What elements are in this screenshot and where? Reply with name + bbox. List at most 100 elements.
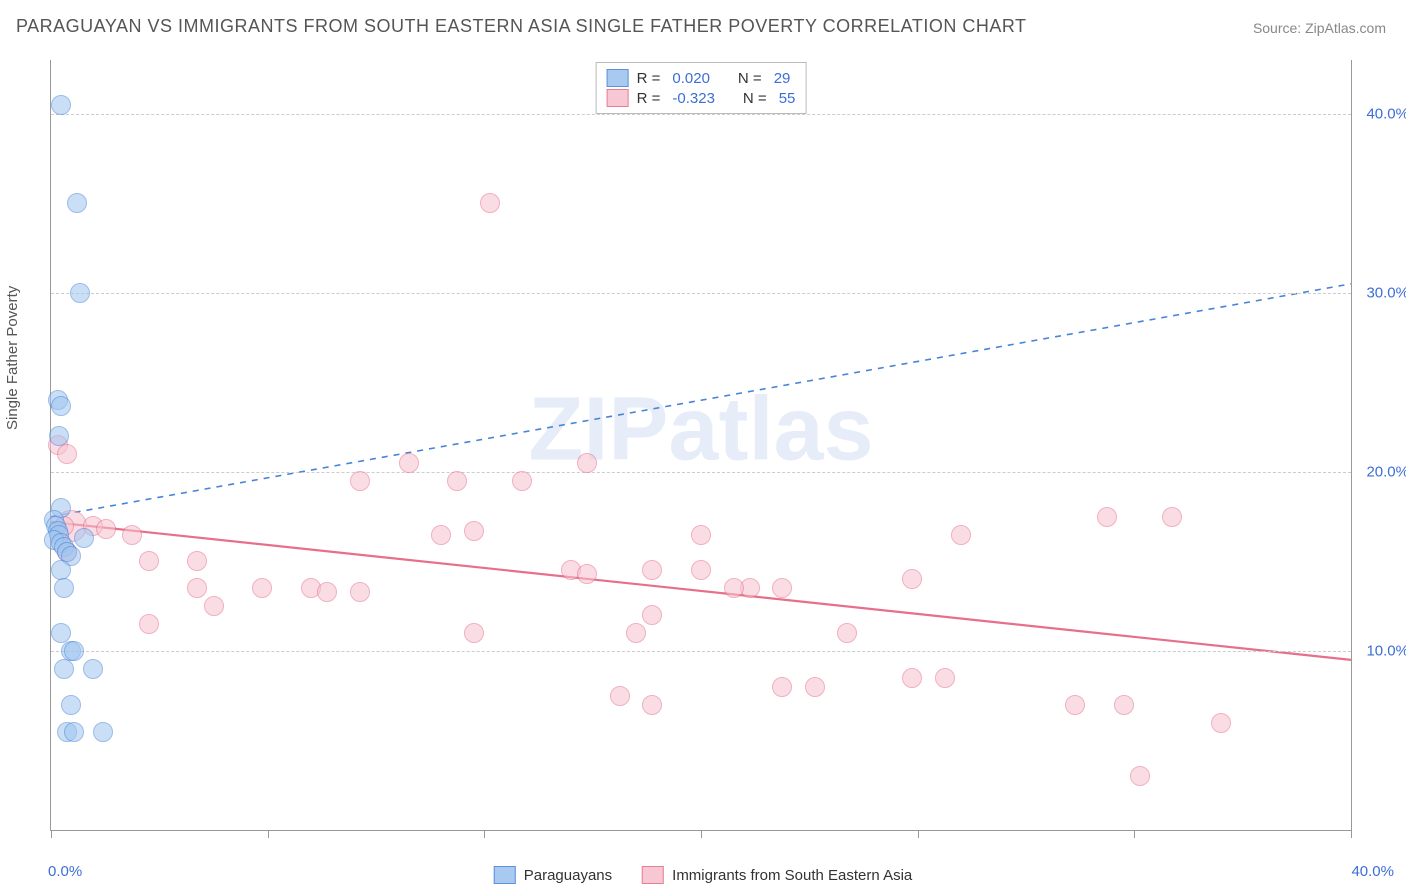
x-tick: [701, 830, 702, 838]
legend-swatch-a: [494, 866, 516, 884]
marker-immigrants-se-asia: [837, 623, 857, 643]
marker-immigrants-se-asia: [642, 695, 662, 715]
legend-label-a: Paraguayans: [524, 867, 612, 884]
marker-immigrants-se-asia: [642, 560, 662, 580]
marker-immigrants-se-asia: [691, 560, 711, 580]
marker-paraguayans: [51, 95, 71, 115]
marker-immigrants-se-asia: [691, 525, 711, 545]
marker-immigrants-se-asia: [512, 471, 532, 491]
y-tick-label: 20.0%: [1366, 463, 1406, 480]
n-prefix: N =: [743, 90, 767, 107]
marker-paraguayans: [54, 578, 74, 598]
gridline: [51, 114, 1351, 115]
marker-paraguayans: [93, 722, 113, 742]
marker-immigrants-se-asia: [447, 471, 467, 491]
r-prefix: R =: [637, 70, 661, 87]
marker-immigrants-se-asia: [951, 525, 971, 545]
marker-immigrants-se-asia: [902, 569, 922, 589]
y-axis-label: Single Father Poverty: [4, 286, 21, 430]
marker-immigrants-se-asia: [1211, 713, 1231, 733]
x-axis-max-label: 40.0%: [1351, 863, 1394, 880]
marker-immigrants-se-asia: [935, 668, 955, 688]
marker-immigrants-se-asia: [805, 677, 825, 697]
marker-paraguayans: [49, 426, 69, 446]
marker-immigrants-se-asia: [122, 525, 142, 545]
marker-immigrants-se-asia: [96, 519, 116, 539]
marker-paraguayans: [83, 659, 103, 679]
marker-immigrants-se-asia: [204, 596, 224, 616]
stats-row-a: R = 0.020 N = 29: [607, 69, 796, 87]
x-tick: [918, 830, 919, 838]
marker-immigrants-se-asia: [464, 521, 484, 541]
marker-paraguayans: [64, 722, 84, 742]
x-tick: [51, 830, 52, 838]
x-tick: [1351, 830, 1352, 838]
marker-immigrants-se-asia: [57, 444, 77, 464]
r-value-a: 0.020: [672, 70, 710, 87]
marker-immigrants-se-asia: [139, 614, 159, 634]
y-tick-label: 40.0%: [1366, 105, 1406, 122]
marker-immigrants-se-asia: [399, 453, 419, 473]
marker-immigrants-se-asia: [577, 453, 597, 473]
n-value-a: 29: [774, 70, 791, 87]
marker-paraguayans: [70, 283, 90, 303]
marker-immigrants-se-asia: [1130, 766, 1150, 786]
marker-immigrants-se-asia: [317, 582, 337, 602]
series-legend: Paraguayans Immigrants from South Easter…: [494, 866, 913, 884]
marker-immigrants-se-asia: [350, 582, 370, 602]
x-tick: [1134, 830, 1135, 838]
marker-immigrants-se-asia: [187, 551, 207, 571]
marker-immigrants-se-asia: [577, 564, 597, 584]
marker-immigrants-se-asia: [480, 193, 500, 213]
marker-paraguayans: [54, 659, 74, 679]
marker-immigrants-se-asia: [350, 471, 370, 491]
marker-paraguayans: [51, 623, 71, 643]
marker-immigrants-se-asia: [902, 668, 922, 688]
gridline: [51, 293, 1351, 294]
stats-row-b: R = -0.323 N = 55: [607, 89, 796, 107]
marker-paraguayans: [61, 695, 81, 715]
y-tick-label: 10.0%: [1366, 642, 1406, 659]
marker-paraguayans: [51, 560, 71, 580]
marker-paraguayans: [67, 193, 87, 213]
legend-item-b: Immigrants from South Eastern Asia: [642, 866, 912, 884]
legend-label-b: Immigrants from South Eastern Asia: [672, 867, 912, 884]
n-value-b: 55: [779, 90, 796, 107]
marker-paraguayans: [74, 528, 94, 548]
y-tick-label: 30.0%: [1366, 284, 1406, 301]
stats-legend-box: R = 0.020 N = 29 R = -0.323 N = 55: [596, 62, 807, 114]
marker-immigrants-se-asia: [642, 605, 662, 625]
swatch-series-b: [607, 89, 629, 107]
marker-immigrants-se-asia: [772, 578, 792, 598]
marker-immigrants-se-asia: [187, 578, 207, 598]
r-prefix: R =: [637, 90, 661, 107]
marker-immigrants-se-asia: [139, 551, 159, 571]
marker-paraguayans: [51, 396, 71, 416]
n-prefix: N =: [738, 70, 762, 87]
marker-immigrants-se-asia: [1162, 507, 1182, 527]
marker-immigrants-se-asia: [772, 677, 792, 697]
x-tick: [268, 830, 269, 838]
marker-immigrants-se-asia: [464, 623, 484, 643]
legend-swatch-b: [642, 866, 664, 884]
marker-paraguayans: [64, 641, 84, 661]
chart-title: PARAGUAYAN VS IMMIGRANTS FROM SOUTH EAST…: [16, 16, 1027, 37]
legend-item-a: Paraguayans: [494, 866, 612, 884]
marker-immigrants-se-asia: [1097, 507, 1117, 527]
marker-immigrants-se-asia: [1065, 695, 1085, 715]
plot-area: ZIPatlas R = 0.020 N = 29 R = -0.323 N =…: [50, 60, 1352, 831]
marker-immigrants-se-asia: [626, 623, 646, 643]
trend-lines: [51, 60, 1351, 830]
marker-immigrants-se-asia: [724, 578, 744, 598]
swatch-series-a: [607, 69, 629, 87]
gridline: [51, 651, 1351, 652]
marker-immigrants-se-asia: [252, 578, 272, 598]
x-axis-min-label: 0.0%: [48, 863, 82, 880]
gridline: [51, 472, 1351, 473]
marker-immigrants-se-asia: [431, 525, 451, 545]
r-value-b: -0.323: [672, 90, 715, 107]
source-attribution: Source: ZipAtlas.com: [1253, 20, 1386, 36]
marker-immigrants-se-asia: [610, 686, 630, 706]
marker-immigrants-se-asia: [1114, 695, 1134, 715]
x-tick: [484, 830, 485, 838]
